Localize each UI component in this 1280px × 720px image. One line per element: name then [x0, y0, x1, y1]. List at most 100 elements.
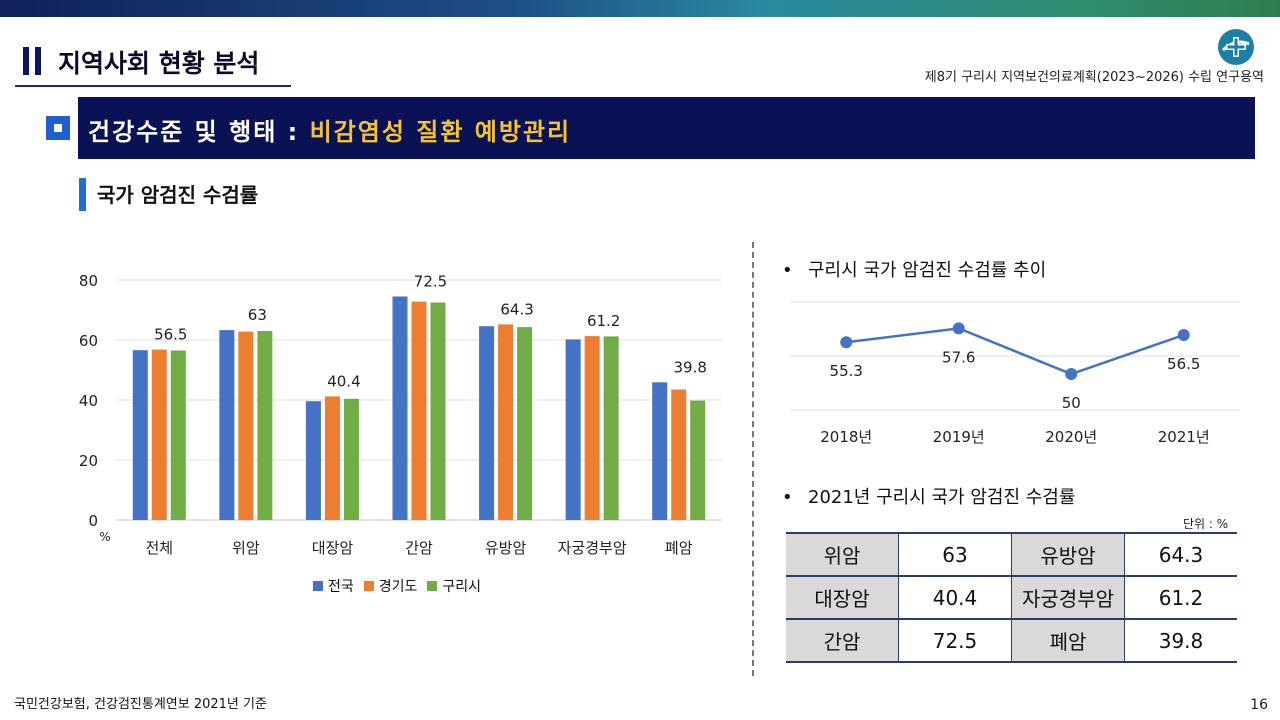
table-value-cell: 64.3 [1124, 532, 1237, 577]
bar [652, 382, 668, 520]
table-value-cell: 40.4 [898, 575, 1012, 620]
bullet-dot: • [782, 487, 793, 508]
data-label: 57.6 [942, 348, 975, 366]
bar [411, 301, 427, 520]
data-label: 56.5 [154, 326, 187, 344]
bar [343, 398, 359, 520]
square-bullet-icon [46, 116, 70, 140]
y-tick-label: 0 [88, 512, 98, 530]
table-row: 위암 63 유방암 64.3 [786, 532, 1237, 577]
cancer-screening-bar-chart: 0 20 40 60 80% 56.5 전체 63 위암 40.4 대장암 72.5 간암 64.3 유방암… [79, 272, 722, 557]
screening-rate-table: 위암 63 유방암 64.3 대장암 40.4 자궁경부암 61.2 간암 72… [786, 532, 1237, 663]
data-label: 64.3 [500, 300, 533, 318]
screening-trend-line-chart: 55.3 2018년 57.6 2019년 50 2020년 56.5 2021년 [790, 301, 1240, 446]
x-tick-label: 2018년 [820, 428, 872, 446]
dashed-divider [752, 242, 754, 676]
legend-item: 전국 [313, 576, 354, 596]
topic-banner: 건강수준 및 행태 : 비감염성 질환 예방관리 [78, 97, 1255, 159]
bar [671, 389, 687, 520]
gurishi-health-logo-icon [1218, 29, 1254, 65]
bar [479, 326, 495, 520]
table-key-cell: 자궁경부암 [1011, 575, 1125, 620]
data-label: 72.5 [414, 273, 447, 291]
table-key-cell: 폐암 [1011, 618, 1125, 663]
table-title: 2021년 구리시 국가 암검진 수검률 [808, 487, 1076, 508]
x-tick-label: 유방암 [485, 539, 527, 557]
data-point [952, 322, 965, 335]
bar [517, 327, 533, 520]
y-tick-label: 60 [79, 332, 98, 350]
y-tick-label: 20 [79, 452, 98, 470]
y-tick-label: 80 [79, 272, 98, 290]
x-tick-label: 간암 [405, 539, 433, 557]
x-tick-label: 2020년 [1045, 428, 1097, 446]
bar [219, 330, 235, 520]
x-tick-label: 폐암 [665, 539, 693, 557]
table-row: 대장암 40.4 자궁경부암 61.2 [786, 575, 1237, 620]
bar [498, 324, 514, 520]
bar [430, 302, 446, 520]
legend-label: 경기도 [378, 579, 418, 595]
data-label: 50 [1062, 394, 1081, 412]
x-tick-label: 위암 [232, 539, 260, 557]
data-label: 39.8 [674, 358, 707, 376]
bar [603, 336, 619, 520]
line-chart-title: 구리시 국가 암검진 수검률 추이 [808, 260, 1047, 281]
bar-chart-legend: 전국 경기도 구리시 [313, 576, 481, 596]
data-label: 56.5 [1167, 355, 1200, 373]
trend-line [846, 327, 1185, 376]
x-tick-label: 자궁경부암 [558, 539, 627, 557]
x-tick-label: 2021년 [1158, 428, 1210, 446]
table-heading: • 2021년 구리시 국가 암검진 수검률 [782, 483, 1075, 509]
data-point [1177, 329, 1190, 341]
bar [690, 400, 706, 520]
y-tick-label: 40 [79, 392, 98, 410]
section-underline [15, 85, 291, 87]
top-gradient-bar [0, 0, 1280, 17]
bar [584, 336, 600, 520]
bar [257, 331, 273, 520]
legend-swatch [427, 581, 438, 591]
bar [151, 349, 167, 520]
legend-label: 전국 [328, 579, 354, 595]
bar [565, 339, 581, 520]
data-label: 63 [248, 306, 267, 324]
bar [392, 296, 408, 520]
legend-swatch [363, 581, 374, 591]
banner-title: 건강수준 및 행태 : 비감염성 질환 예방관리 [88, 112, 571, 147]
section-title: 지역사회 현황 분석 [58, 49, 260, 78]
table-value-cell: 61.2 [1124, 575, 1237, 620]
table-row: 간암 72.5 폐암 39.8 [786, 618, 1237, 663]
banner-title-highlight: 비감염성 질환 예방관리 [309, 118, 572, 146]
x-tick-label: 2019년 [933, 428, 985, 446]
page-number: 16 [1250, 697, 1268, 713]
data-point [1065, 368, 1078, 380]
table-key-cell: 위암 [786, 532, 899, 577]
legend-item: 구리시 [427, 576, 481, 596]
bar [238, 331, 254, 520]
table-key-cell: 대장암 [786, 575, 899, 620]
x-tick-label: 전체 [145, 539, 173, 557]
bar [132, 350, 148, 520]
project-title: 제8기 구리시 지역보건의료계획(2023~2026) 수립 연구용역 [924, 70, 1264, 85]
bar [324, 396, 340, 520]
subtitle-accent-bar [79, 178, 86, 211]
table-value-cell: 72.5 [898, 618, 1012, 663]
table-key-cell: 간암 [786, 618, 899, 663]
data-point [840, 336, 853, 349]
bullet-dot: • [782, 260, 793, 281]
legend-item: 경기도 [363, 576, 418, 596]
table-unit: 단위 : % [1183, 517, 1229, 531]
bar [170, 350, 186, 520]
data-label: 61.2 [587, 312, 620, 330]
bar [305, 401, 321, 520]
table-value-cell: 63 [898, 532, 1012, 577]
subtitle: 국가 암검진 수검률 [97, 183, 259, 207]
line-chart-heading: • 구리시 국가 암검진 수검률 추이 [782, 256, 1046, 282]
source-note: 국민건강보험, 건강검진통계연보 2021년 기준 [14, 697, 267, 712]
banner-title-main: 건강수준 및 행태 : [88, 118, 310, 146]
data-label: 55.3 [830, 362, 863, 380]
legend-swatch [313, 581, 323, 591]
x-tick-label: 대장암 [312, 539, 354, 557]
y-axis-unit: % [99, 530, 110, 544]
